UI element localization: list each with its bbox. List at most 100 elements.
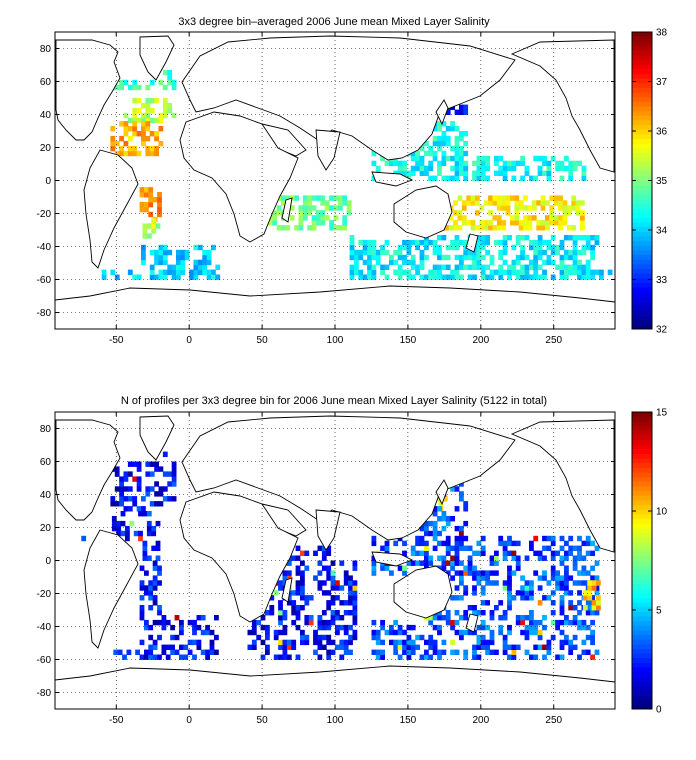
bin-cell — [454, 545, 460, 551]
bin-cell — [472, 550, 477, 556]
bin-cell — [171, 476, 177, 482]
colorbar-segment — [632, 444, 652, 450]
bin-cell — [546, 160, 552, 167]
bin-cell — [590, 595, 595, 601]
bin-cell — [472, 585, 477, 591]
bin-cell — [572, 644, 578, 650]
bin-cell — [139, 580, 145, 586]
bin-cell — [171, 112, 177, 119]
bin-cell — [348, 595, 353, 601]
bin-cell — [157, 197, 162, 203]
bin-cell — [467, 545, 473, 551]
bin-cell — [546, 639, 552, 646]
bin-cell — [278, 585, 283, 591]
bin-cell — [537, 585, 543, 591]
bin-cell — [415, 644, 420, 650]
bin-cell — [132, 131, 138, 137]
bin-cell — [441, 560, 447, 566]
bin-cell — [502, 244, 508, 251]
bin-cell — [354, 264, 359, 270]
bin-cell — [585, 649, 591, 655]
bin-cell — [171, 84, 177, 91]
y-tick-label: -20 — [37, 589, 52, 600]
bin-cell — [463, 239, 469, 246]
bin-cell — [529, 610, 534, 616]
bin-cell — [533, 619, 539, 626]
bin-cell — [428, 634, 434, 641]
bin-cell — [590, 249, 595, 256]
bin-cell — [352, 580, 358, 586]
bin-cell — [581, 170, 587, 176]
profile-count-coastlines — [55, 415, 615, 709]
bin-cell — [459, 259, 464, 266]
bin-cell — [402, 259, 407, 266]
bin-cell — [313, 550, 318, 556]
bin-cell — [349, 274, 355, 280]
bin-cell — [502, 644, 508, 650]
bin-cell — [553, 215, 559, 221]
bin-cell — [145, 98, 151, 104]
bin-cell — [441, 516, 447, 522]
bin-cell — [553, 195, 559, 201]
bin-cell — [520, 249, 525, 256]
bin-cell — [371, 175, 377, 181]
bin-cell — [157, 654, 162, 660]
bin-cell — [488, 225, 493, 231]
bin-cell — [141, 121, 146, 127]
colorbar-segment — [632, 518, 652, 524]
bin-cell — [424, 540, 429, 547]
bin-cell — [580, 200, 585, 206]
bin-cell — [459, 254, 464, 261]
bin-cell — [472, 590, 477, 596]
colorbar-segment — [632, 667, 652, 673]
bin-cell — [489, 274, 495, 280]
bin-cell — [463, 545, 469, 551]
bin-cell — [437, 140, 442, 147]
bin-cell — [575, 200, 581, 206]
bin-cell — [358, 249, 364, 256]
bin-cell — [564, 565, 569, 571]
bin-cell — [196, 644, 202, 650]
bin-cell — [454, 140, 460, 147]
bin-cell — [577, 610, 582, 616]
bin-cell — [162, 103, 168, 109]
bin-cell — [154, 461, 159, 467]
bin-cell — [483, 225, 489, 231]
bin-cell — [136, 486, 142, 492]
bin-cell — [480, 585, 486, 591]
bin-cell — [142, 555, 148, 561]
bin-cell — [146, 555, 152, 561]
bin-cell — [167, 496, 173, 502]
bin-cell — [577, 555, 582, 561]
bin-cell — [432, 649, 438, 655]
bin-cell — [348, 634, 353, 641]
bin-cell — [454, 269, 460, 275]
bin-cell — [154, 131, 159, 137]
bin-cell — [550, 590, 556, 596]
bin-cell — [450, 545, 455, 551]
bin-cell — [101, 274, 107, 280]
bin-cell — [524, 634, 530, 641]
bin-cell — [480, 634, 486, 641]
bin-cell — [454, 145, 460, 152]
bin-cell — [441, 131, 447, 137]
bin-cell — [498, 254, 504, 261]
bin-cell — [590, 244, 595, 251]
bin-cell — [441, 155, 447, 162]
bin-cell — [450, 575, 455, 581]
colorbar-segment — [632, 430, 652, 436]
bin-cell — [450, 619, 455, 626]
bin-cell — [278, 654, 283, 660]
bin-cell — [523, 195, 528, 201]
bin-cell — [523, 225, 528, 231]
bin-cell — [294, 225, 299, 231]
bin-cell — [136, 481, 142, 487]
profile-count-grid — [55, 412, 615, 709]
bin-cell — [307, 200, 313, 206]
bin-cell — [144, 201, 149, 208]
bin-cell — [529, 545, 534, 551]
bin-cell — [545, 200, 550, 206]
bin-cell — [432, 639, 438, 646]
bin-cell — [321, 590, 327, 596]
bin-cell — [371, 244, 377, 251]
